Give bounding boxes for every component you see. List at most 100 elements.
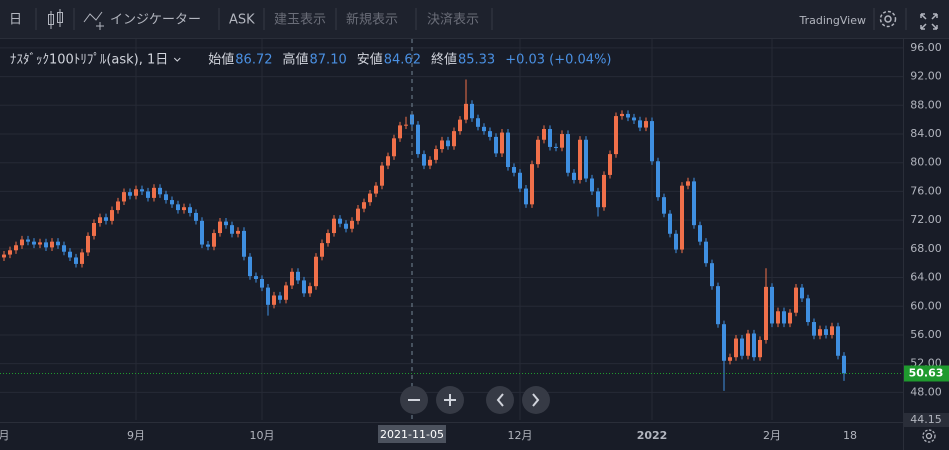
candle-body [464,103,468,120]
zoom-out-button[interactable] [400,386,428,414]
candle-body [812,322,816,336]
settings-button[interactable] [879,10,897,28]
candle-body [38,242,42,245]
candle-body [644,121,648,128]
candle-body [308,286,312,294]
zoom-in-button[interactable] [436,386,464,414]
axis-label-box [904,413,949,427]
candle-body [560,134,564,148]
candle-body [362,202,366,209]
candle-body [446,140,450,147]
candle-body [212,233,216,247]
x-tick-label: 9月 [127,429,145,442]
y-tick-label: 92.00 [910,70,942,83]
overlay: 48.0052.0056.0060.0064.0068.0072.0076.00… [0,39,949,443]
candle-body [470,103,474,119]
candle-body [128,192,132,196]
candle-body [68,251,72,258]
grid [0,39,907,421]
candle-body [218,221,222,234]
x-tick-label: 18 [843,429,857,442]
candle-body [8,250,12,255]
toggle-button[interactable]: 建玉表示 [274,13,326,28]
candle-body [356,208,360,221]
candle-body [284,285,288,300]
candle-body [800,287,804,299]
candle-body [614,116,618,155]
candle-body [608,154,612,175]
price-side-button[interactable]: ASK [229,13,255,28]
y-tick-label: 88.00 [910,98,942,111]
candle-body [662,197,666,214]
candle-body [554,146,558,148]
y-tick-label: 96.00 [910,41,942,54]
candle-body [656,161,660,198]
candle-body [260,278,264,288]
candle-body [734,338,738,358]
legend-value: 86.72 [235,53,272,68]
chevron [173,57,181,62]
candle-body [440,140,444,150]
candle-body [596,191,600,208]
toggle-button[interactable]: 新規表示 [346,12,398,28]
candle-body [2,254,6,258]
candle-body [116,201,120,211]
candle-body [590,178,594,192]
candle-body [494,136,498,154]
candle-body [26,239,30,242]
candle-body [722,324,726,361]
candle-body [698,225,702,242]
axis-settings-button[interactable] [922,429,936,443]
candle-body [368,193,372,203]
candle-body [530,164,534,205]
candle-body [506,132,510,168]
scroll-left-button[interactable] [486,386,514,414]
candle-body [746,333,750,356]
candle-body [566,134,570,173]
candle-body [248,256,252,277]
candle-body [758,339,762,358]
symbol-label[interactable]: ﾅｽﾀﾞｯｸ100ﾄﾘﾌﾟﾙ(ask), 1日 [10,53,168,68]
candle-body [524,188,528,205]
candle-body [404,124,408,126]
candle-body [326,233,330,244]
candle-body [62,245,66,252]
x-tick-label: 12月 [508,429,533,442]
x-tick-label: 2月 [763,429,781,442]
candle-body [542,128,546,140]
last-price-box [904,365,949,382]
candle-body [434,149,438,160]
legend-label: 高値 [283,52,309,68]
candle-body [692,181,696,226]
candle-body [170,200,174,205]
candle-body [164,194,168,201]
candle-body [20,239,24,246]
legend-change: +0.03 (+0.04%) [505,53,611,68]
candle-body [206,244,210,247]
chart-type-button[interactable] [48,9,63,29]
candle-body [680,185,684,250]
crosshair-label-box [378,425,446,443]
fullscreen-button[interactable] [920,13,938,30]
candle-body [188,207,192,213]
interval-button[interactable]: 日 [9,13,22,28]
scroll-right-button[interactable] [522,386,550,414]
indicators-button[interactable]: インジケーター [110,13,201,28]
candle-body [818,329,822,336]
candle-body [794,287,798,313]
candle-body [770,286,774,324]
candle-body [782,311,786,324]
candle-body [716,286,720,325]
candle-body [386,156,390,166]
candle-body [242,230,246,257]
candle-body [638,120,642,128]
y-tick-label: 48.00 [910,385,942,398]
y-tick-label: 68.00 [910,242,942,255]
candle-body [842,355,846,374]
indicators-icon [83,11,104,30]
toggle-button[interactable]: 決済表示 [427,12,479,28]
ohlc-legend: 始値 86.72 高値 87.10 安値 84.62 終値 85.33 +0.03 (+0.04… [208,52,611,68]
candle-body [122,192,126,202]
candle-body [392,138,396,157]
candle-body [380,165,384,186]
